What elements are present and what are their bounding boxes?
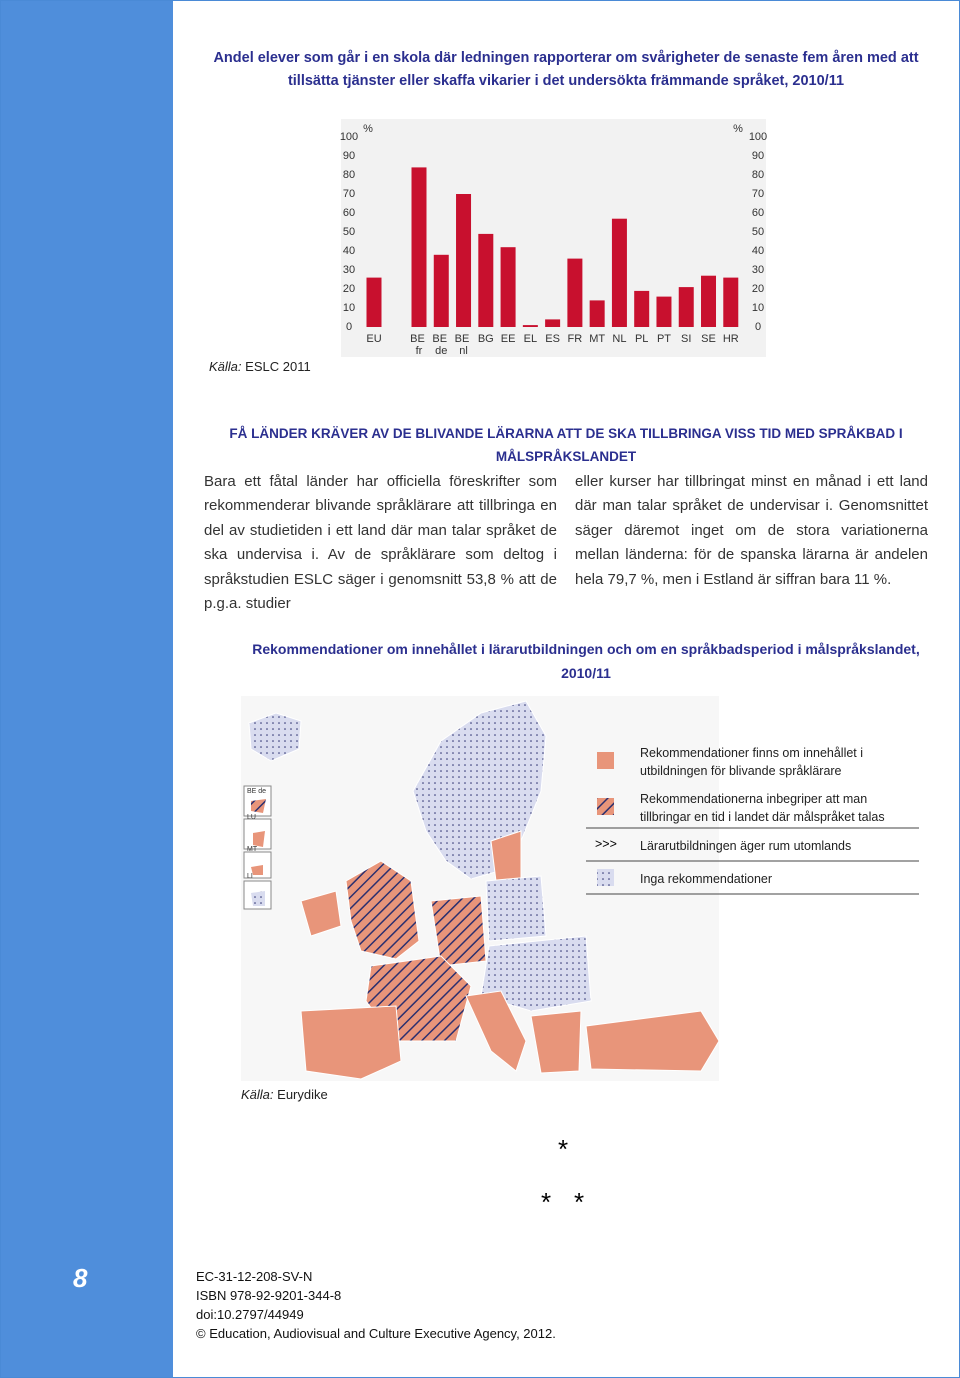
- x-tick-label: PT: [657, 333, 671, 345]
- y-tick-label: 60: [343, 207, 355, 219]
- x-tick-label: SE: [701, 333, 716, 345]
- y2-tick-label: 80: [752, 169, 764, 181]
- source-label: Källa:: [241, 1087, 274, 1102]
- bar: [433, 254, 449, 327]
- x-tick-label: FR: [568, 333, 583, 345]
- x-tick-label: ES: [545, 333, 560, 345]
- map-title: Rekommendationer om innehållet i lärarut…: [252, 641, 920, 681]
- x-tick-label: HR: [723, 333, 739, 345]
- source: Eurydike: [277, 1087, 328, 1102]
- x-tick-label: EU: [366, 333, 381, 345]
- source: ESLC 2011: [245, 359, 311, 374]
- x-tick-label: EL: [524, 333, 537, 345]
- footer-line: doi:10.2797/44949: [196, 1307, 304, 1322]
- y-tick-label: 80: [343, 169, 355, 181]
- x-tick-label: SI: [681, 333, 691, 345]
- footer-line: EC-31-12-208-SV-N: [196, 1269, 313, 1284]
- y-tick-label: 40: [343, 245, 355, 257]
- y-tick-label: 50: [343, 226, 355, 238]
- section-heading: FÅ LÄNDER KRÄVER AV DE BLIVANDE LÄRARNA …: [229, 426, 903, 464]
- inset-label: LI: [247, 873, 253, 880]
- inset-label: BE de: [247, 788, 266, 795]
- x-tick-label: PL: [635, 333, 648, 345]
- footer-line: © Education, Audiovisual and Culture Exe…: [196, 1326, 556, 1341]
- x-tick-label: MT: [589, 333, 605, 345]
- y2-axis-label: %: [733, 123, 743, 135]
- y2-tick-label: 20: [752, 283, 764, 295]
- star: *: [558, 1134, 569, 1164]
- map-source: Källa: Eurydike: [241, 1087, 328, 1102]
- legend-text: Rekommendationerna inbegriper att man ti…: [640, 792, 885, 824]
- bar: [545, 319, 561, 327]
- bar: [656, 296, 672, 327]
- x-tick-label: BE fr: [410, 333, 428, 357]
- legend-text: Inga rekommendationer: [640, 872, 773, 886]
- y-axis-label: %: [363, 123, 373, 135]
- bar: [456, 194, 472, 327]
- star: *: [574, 1187, 585, 1217]
- y-tick-label: 100: [340, 131, 358, 143]
- x-tick-label: BE nl: [455, 333, 473, 357]
- bar: [522, 325, 538, 327]
- y2-tick-label: 50: [752, 226, 764, 238]
- bar: [701, 275, 717, 327]
- y-tick-label: 70: [343, 188, 355, 200]
- footer-line: ISBN 978-92-9201-344-8: [196, 1288, 342, 1303]
- legend-symbols: [586, 752, 919, 895]
- y2-tick-label: 10: [752, 302, 764, 314]
- y2-tick-label: 100: [749, 131, 767, 143]
- bar: [478, 233, 494, 327]
- y-tick-label: 20: [343, 283, 355, 295]
- bar: [411, 167, 427, 327]
- y2-tick-label: 90: [752, 150, 764, 162]
- page-number: 8: [73, 1263, 88, 1293]
- y-tick-label: 0: [346, 321, 352, 333]
- legend-text: Lärarutbildningen äger rum utomlands: [640, 839, 852, 853]
- bar: [611, 218, 627, 327]
- chart-title: Andel elever som går i en skola där ledn…: [213, 50, 919, 89]
- bar: [678, 287, 694, 327]
- bar: [634, 290, 650, 327]
- bar: [567, 258, 583, 327]
- legend-symbol: >>>: [595, 837, 617, 851]
- bar: [366, 277, 382, 327]
- x-tick-label: EE: [501, 333, 516, 345]
- side-band: [1, 1, 173, 1377]
- y2-tick-label: 30: [752, 264, 764, 276]
- y2-tick-label: 60: [752, 207, 764, 219]
- inset-label: LU: [247, 814, 256, 821]
- y2-tick-label: 70: [752, 188, 764, 200]
- legend-text: Rekommendationer finns om innehållet i u…: [640, 746, 864, 778]
- x-tick-label: BG: [478, 333, 494, 345]
- inset-label: MT: [247, 846, 258, 853]
- column-text: eller kurser har tillbringat minst en må…: [575, 473, 928, 588]
- y-tick-label: 10: [343, 302, 355, 314]
- bar: [589, 300, 605, 327]
- y-tick-label: 30: [343, 264, 355, 276]
- chart-source: Källa: ESLC 2011: [209, 359, 311, 374]
- column-text: Bara ett fåtal länder har officiella för…: [204, 473, 557, 613]
- bar: [723, 277, 739, 327]
- y2-tick-label: 40: [752, 245, 764, 257]
- star: *: [541, 1187, 552, 1217]
- x-tick-label: NL: [612, 333, 626, 345]
- y2-tick-label: 0: [755, 321, 761, 333]
- map: [241, 696, 720, 1081]
- source-label: Källa:: [209, 359, 242, 374]
- x-tick-label: BE de: [432, 333, 450, 357]
- bar: [500, 247, 516, 327]
- y-tick-label: 90: [343, 150, 355, 162]
